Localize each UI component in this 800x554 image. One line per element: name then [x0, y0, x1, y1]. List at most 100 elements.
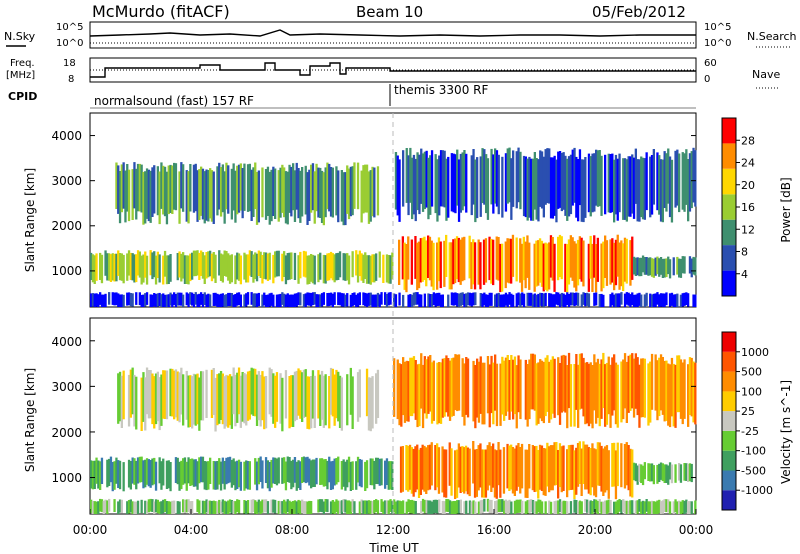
power-band-3-cell	[656, 256, 659, 275]
velocity-band-0-cell	[277, 457, 280, 484]
power-band-5-cell	[104, 293, 107, 307]
power-band-1-cell	[241, 168, 244, 219]
velocity-band-4-cell	[456, 354, 459, 412]
velocity-band-1-cell	[333, 374, 336, 426]
velocity-band-4-cell	[632, 358, 636, 418]
velocity-band-3-cell	[632, 462, 636, 481]
power-band-5-cell	[497, 292, 500, 307]
power-band-2-cell	[602, 241, 605, 289]
velocity-band-5-cell	[488, 499, 491, 514]
velocity-band-2-cell	[616, 442, 619, 487]
velocity-band-0-cell	[358, 459, 361, 487]
velocity-colorbar-label: Velocity [m s^-1]	[779, 380, 793, 484]
power-band-2-cell	[419, 238, 422, 283]
velocity-band-5-cell	[616, 500, 619, 514]
velocity-band-2-cell	[571, 444, 574, 490]
velocity-band-0-cell	[380, 458, 383, 486]
velocity-band-5-cell	[225, 501, 228, 514]
power-band-5-cell	[331, 293, 334, 307]
velocity-band-5-cell	[526, 500, 529, 514]
power-band-1-cell	[320, 170, 324, 223]
power-band-2-cell	[430, 240, 433, 287]
power-band-0-cell	[288, 252, 291, 280]
power-band-0-cell	[284, 255, 288, 285]
velocity-band-5-cell	[531, 500, 535, 514]
velocity-band-2-cell	[607, 450, 610, 499]
power-band-5-cell	[218, 294, 221, 307]
velocity-band-5-cell	[438, 499, 441, 513]
power-band-0-cell	[317, 254, 320, 283]
velocity-band-5-cell	[360, 499, 363, 513]
velocity-band-1-cell	[129, 369, 132, 418]
velocity-band-1-cell	[290, 375, 293, 427]
freq-tick-top: 18	[63, 58, 76, 69]
power-band-2-cell	[533, 243, 536, 292]
velocity-band-1-cell	[117, 373, 120, 424]
power-band-1-cell	[189, 164, 192, 212]
velocity-band-0-cell	[169, 462, 172, 492]
power-band-1-cell	[127, 169, 131, 222]
velocity-band-5-cell	[176, 501, 179, 514]
velocity-band-5-cell	[90, 499, 93, 513]
velocity-colorbar-swatch	[722, 391, 736, 412]
velocity-band-0-cell	[297, 460, 300, 489]
power-band-1-cell	[284, 171, 288, 224]
velocity-band-5-cell	[521, 500, 524, 514]
freq-trace	[90, 62, 696, 78]
power-band-0-cell	[347, 255, 351, 285]
velocity-band-0-cell	[109, 456, 113, 483]
velocity-band-2-cell	[399, 446, 403, 493]
velocity-band-4-cell	[463, 363, 466, 426]
velocity-band-5-cell	[108, 498, 111, 512]
velocity-band-4-cell	[678, 355, 681, 413]
velocity-band-2-cell	[562, 445, 565, 491]
time-tick-label: 00:00	[73, 523, 108, 537]
velocity-band-1-cell	[254, 368, 257, 417]
power-band-2-cell	[463, 236, 466, 281]
power-band-5-cell	[196, 294, 199, 307]
power-band-4-cell	[463, 150, 466, 207]
power-band-0-cell	[117, 250, 120, 276]
velocity-band-0-cell	[335, 458, 338, 485]
velocity-band-1-cell	[281, 377, 284, 432]
power-band-1-cell	[293, 170, 297, 222]
velocity-band-5-cell	[371, 501, 374, 514]
velocity-band-5-cell	[293, 500, 297, 514]
velocity-band-5-cell	[414, 501, 417, 514]
velocity-band-5-cell	[389, 499, 392, 512]
velocity-band-5-cell	[634, 500, 637, 514]
velocity-band-0-cell	[385, 458, 389, 485]
power-band-0-cell	[364, 252, 367, 279]
power-band-2-cell	[488, 236, 491, 281]
velocity-band-2-cell	[475, 449, 478, 497]
velocity-band-5-cell	[564, 500, 567, 514]
power-band-0-cell	[324, 255, 327, 284]
velocity-band-0-cell	[340, 461, 343, 490]
power-band-5-cell	[638, 292, 641, 306]
power-band-5-cell	[466, 292, 470, 306]
power-band-2-cell	[482, 239, 486, 285]
velocity-colorbar-tick-label: -100	[741, 445, 766, 458]
velocity-band-5-cell	[375, 499, 378, 512]
power-band-4-cell	[569, 154, 573, 215]
velocity-band-2-cell	[517, 443, 520, 487]
power-band-4-cell	[598, 150, 601, 207]
power-band-4-cell	[409, 147, 412, 203]
velocity-band-4-cell	[593, 354, 596, 411]
velocity-band-5-cell	[623, 500, 627, 514]
velocity-band-5-cell	[472, 500, 475, 514]
velocity-band-4-cell	[530, 353, 533, 410]
power-band-4-cell	[396, 155, 399, 216]
velocity-band-5-cell	[434, 499, 437, 513]
velocity-band-5-cell	[591, 501, 594, 514]
power-band-1-cell	[266, 166, 270, 216]
velocity-band-5-cell	[160, 501, 163, 514]
velocity-band-1-cell	[331, 368, 334, 417]
velocity-band-1-cell	[174, 369, 178, 418]
velocity-band-5-cell	[694, 500, 697, 514]
power-band-5-cell	[118, 294, 122, 307]
power-band-5-cell	[474, 292, 477, 306]
power-band-2-cell	[620, 240, 623, 287]
power-band-1-cell	[335, 166, 338, 216]
velocity-band-1-cell	[369, 377, 372, 432]
